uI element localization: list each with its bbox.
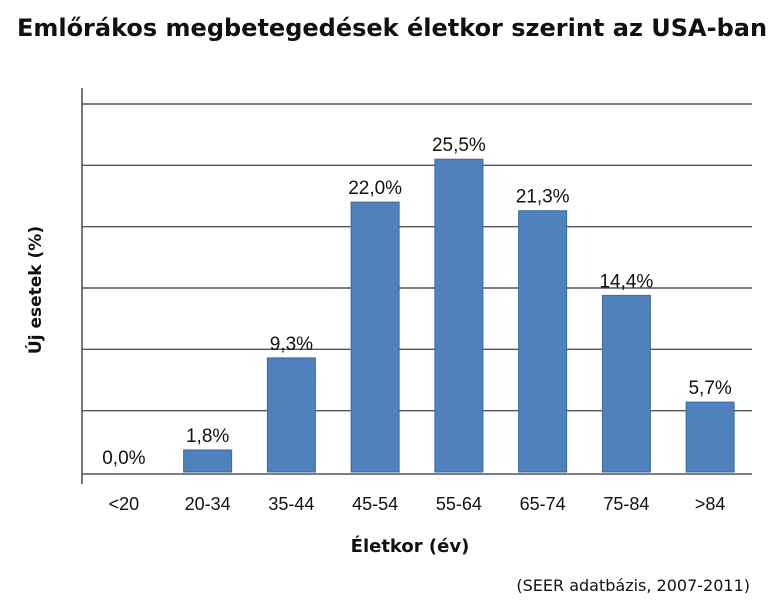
x-axis-label: Életkor (év): [350, 536, 470, 557]
data-label-7: 5,7%: [688, 378, 731, 399]
chart-title: Emlőrákos megbetegedések életkor szerint…: [16, 14, 768, 42]
source-note: (SEER adatbázis, 2007-2011): [516, 576, 750, 595]
x-tick-label-2: 35-44: [268, 494, 314, 514]
x-tick-label-3: 45-54: [352, 494, 398, 514]
data-label-5: 21,3%: [516, 187, 570, 208]
x-tick-label-5: 65-74: [520, 494, 566, 514]
data-label-2: 9,3%: [270, 334, 313, 355]
bar-7: [685, 401, 735, 473]
data-label-0: 0,0%: [102, 448, 145, 469]
x-tick-label-0: <20: [109, 494, 140, 514]
bar-3: [350, 201, 400, 473]
data-label-6: 14,4%: [599, 271, 653, 292]
data-label-1: 1,8%: [186, 426, 229, 447]
bar-6: [601, 294, 651, 473]
x-tick-label-1: 20-34: [185, 494, 231, 514]
bar-5: [518, 210, 568, 473]
bar-1: [183, 449, 233, 473]
bar-4: [434, 158, 484, 473]
bar-2: [266, 357, 316, 473]
x-tick-label-6: 75-84: [603, 494, 649, 514]
x-tick-label-7: >84: [695, 494, 726, 514]
data-label-3: 22,0%: [348, 178, 402, 199]
x-tick-label-4: 55-64: [436, 494, 482, 514]
data-label-4: 25,5%: [432, 135, 486, 156]
